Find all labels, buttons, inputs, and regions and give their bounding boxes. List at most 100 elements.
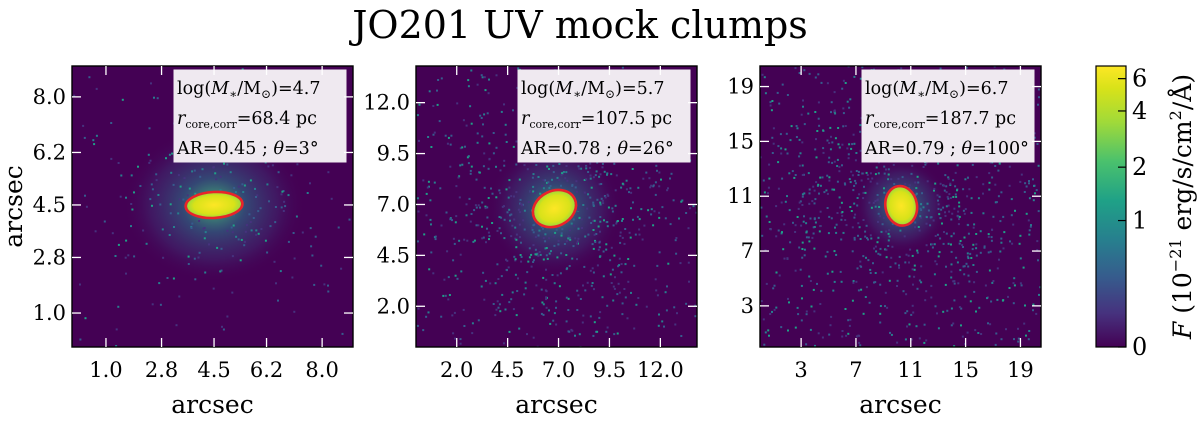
noise-pixel bbox=[542, 187, 545, 190]
noise-pixel bbox=[433, 131, 436, 134]
noise-pixel bbox=[606, 304, 609, 307]
noise-pixel bbox=[798, 155, 801, 158]
noise-pixel bbox=[611, 268, 614, 271]
x-tick-label: 9.5 bbox=[593, 358, 626, 382]
noise-pixel bbox=[197, 256, 200, 259]
noise-pixel bbox=[872, 262, 874, 265]
noise-pixel bbox=[852, 281, 855, 284]
noise-pixel bbox=[635, 303, 638, 306]
noise-pixel bbox=[591, 282, 594, 284]
noise-pixel bbox=[787, 329, 789, 332]
noise-pixel bbox=[933, 187, 936, 190]
noise-pixel bbox=[488, 142, 491, 145]
noise-pixel bbox=[1032, 199, 1035, 202]
noise-pixel bbox=[814, 76, 817, 79]
noise-pixel bbox=[811, 236, 814, 239]
noise-pixel bbox=[879, 215, 882, 218]
annotation-box bbox=[517, 69, 691, 163]
noise-pixel bbox=[864, 235, 867, 238]
noise-pixel bbox=[484, 279, 487, 282]
noise-pixel bbox=[467, 85, 470, 88]
noise-pixel bbox=[295, 215, 298, 218]
noise-pixel bbox=[726, 308, 728, 310]
y-tick-label: 6.2 bbox=[33, 140, 66, 164]
noise-pixel bbox=[548, 237, 551, 240]
noise-pixel bbox=[930, 216, 933, 219]
noise-pixel bbox=[652, 224, 655, 227]
noise-pixel bbox=[819, 210, 822, 213]
noise-pixel bbox=[1036, 143, 1039, 145]
noise-pixel bbox=[446, 142, 449, 145]
noise-pixel bbox=[828, 215, 831, 218]
noise-pixel bbox=[214, 172, 217, 175]
noise-pixel bbox=[429, 199, 432, 202]
noise-pixel bbox=[481, 237, 484, 240]
noise-pixel bbox=[1037, 164, 1040, 167]
noise-pixel bbox=[483, 298, 486, 301]
noise-pixel bbox=[911, 189, 914, 192]
noise-pixel bbox=[956, 261, 959, 264]
noise-pixel bbox=[417, 210, 420, 213]
noise-pixel bbox=[567, 297, 570, 300]
noise-pixel bbox=[571, 257, 574, 260]
noise-pixel bbox=[998, 258, 1000, 261]
noise-pixel bbox=[927, 209, 930, 212]
noise-pixel bbox=[805, 222, 808, 225]
noise-pixel bbox=[516, 86, 519, 89]
noise-pixel bbox=[833, 250, 836, 253]
noise-pixel bbox=[171, 152, 174, 155]
noise-pixel bbox=[768, 163, 771, 166]
noise-pixel bbox=[830, 111, 832, 114]
noise-pixel bbox=[905, 253, 908, 256]
noise-pixel bbox=[245, 224, 248, 227]
noise-pixel bbox=[444, 134, 447, 137]
noise-pixel bbox=[875, 250, 878, 253]
noise-pixel bbox=[1196, 262, 1198, 264]
noise-pixel bbox=[589, 269, 592, 272]
noise-pixel bbox=[887, 59, 889, 61]
noise-pixel bbox=[744, 278, 746, 280]
noise-pixel bbox=[897, 177, 900, 180]
noise-pixel bbox=[119, 195, 122, 198]
noise-pixel bbox=[910, 172, 913, 175]
noise-pixel bbox=[876, 198, 879, 201]
noise-pixel bbox=[990, 239, 993, 242]
noise-pixel bbox=[914, 193, 917, 196]
noise-pixel bbox=[519, 236, 521, 239]
noise-pixel bbox=[605, 243, 608, 246]
noise-pixel bbox=[967, 257, 970, 260]
noise-pixel bbox=[934, 260, 937, 263]
noise-pixel bbox=[995, 332, 998, 335]
noise-pixel bbox=[452, 259, 455, 262]
noise-pixel bbox=[817, 183, 820, 186]
noise-pixel bbox=[571, 183, 574, 186]
noise-pixel bbox=[889, 57, 891, 59]
noise-pixel bbox=[916, 175, 919, 178]
noise-pixel bbox=[521, 204, 524, 207]
noise-pixel bbox=[422, 179, 425, 182]
noise-pixel bbox=[980, 333, 983, 335]
noise-pixel bbox=[877, 212, 880, 215]
noise-pixel bbox=[606, 193, 609, 196]
noise-pixel bbox=[323, 283, 326, 286]
noise-pixel bbox=[165, 157, 167, 160]
noise-pixel bbox=[885, 373, 887, 375]
noise-pixel bbox=[605, 248, 608, 251]
noise-pixel bbox=[815, 138, 817, 141]
noise-pixel bbox=[994, 201, 997, 204]
noise-pixel bbox=[301, 231, 304, 234]
noise-pixel bbox=[906, 310, 909, 313]
noise-pixel bbox=[462, 119, 465, 122]
noise-pixel bbox=[1025, 185, 1028, 188]
noise-pixel bbox=[798, 201, 801, 204]
noise-pixel bbox=[943, 231, 945, 233]
noise-pixel bbox=[532, 261, 535, 263]
noise-pixel bbox=[545, 290, 548, 293]
noise-pixel bbox=[1081, 283, 1083, 285]
noise-pixel bbox=[277, 171, 280, 174]
noise-pixel bbox=[469, 220, 472, 223]
noise-pixel bbox=[618, 291, 621, 294]
chart-title: JO201 UV mock clumps bbox=[348, 3, 808, 47]
noise-pixel bbox=[840, 218, 843, 221]
noise-pixel bbox=[964, 178, 967, 181]
